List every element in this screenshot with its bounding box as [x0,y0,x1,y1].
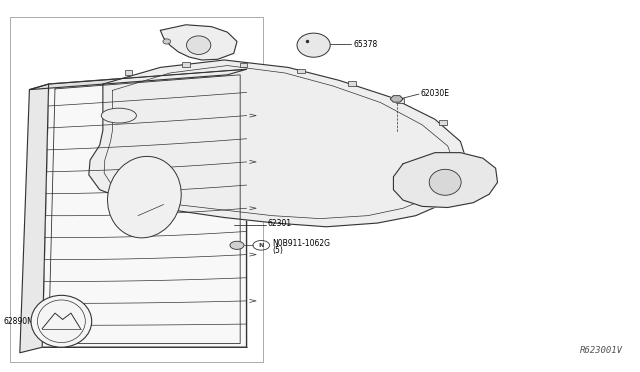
Text: (5): (5) [272,246,283,255]
Text: 62890M: 62890M [4,317,35,326]
Ellipse shape [31,295,92,347]
Text: N0B911-1062G: N0B911-1062G [272,239,330,248]
Polygon shape [29,69,246,90]
Bar [239,62,247,67]
Bar [348,81,356,86]
Bar [297,68,305,73]
Polygon shape [161,25,237,60]
Text: 65378: 65378 [353,40,378,49]
Text: R623001V: R623001V [580,346,623,355]
Polygon shape [20,84,49,353]
Bar [10,17,262,362]
Polygon shape [390,96,403,102]
Ellipse shape [186,36,211,54]
Bar [125,70,132,75]
Ellipse shape [230,241,244,249]
Text: 62301: 62301 [268,219,292,228]
Text: 62030E: 62030E [421,89,450,98]
Ellipse shape [101,108,136,123]
Ellipse shape [108,156,181,238]
Text: N: N [259,243,264,248]
Ellipse shape [429,169,461,195]
Polygon shape [394,153,497,208]
Ellipse shape [163,39,171,44]
Text: 62590N: 62590N [463,173,492,182]
Polygon shape [42,69,246,347]
Bar [182,62,189,67]
Bar [396,98,404,103]
Polygon shape [89,60,467,227]
Bar [440,120,447,125]
Ellipse shape [297,33,330,57]
